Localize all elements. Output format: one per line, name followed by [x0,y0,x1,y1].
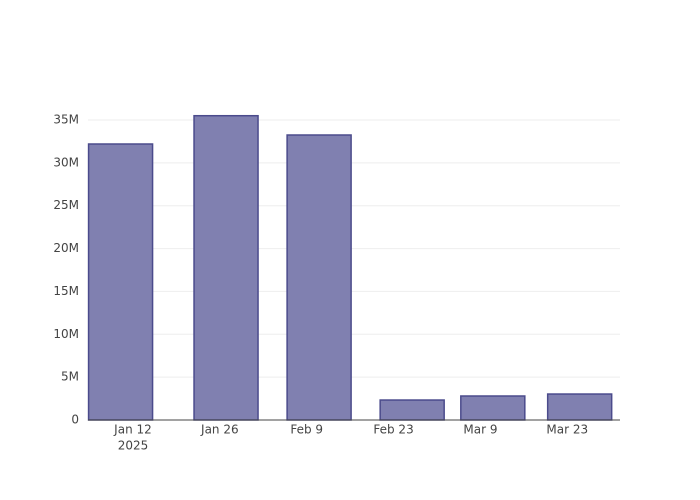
bar [460,395,526,421]
x-tick-label: Jan 12 [113,423,152,437]
bar [546,393,613,421]
y-tick-label: 30M [53,155,79,169]
y-tick-label: 15M [53,284,79,298]
bar [87,143,154,421]
y-tick-label: 5M [61,370,79,384]
x-tick-label: Feb 23 [373,423,413,437]
x-tick-label: Mar 23 [546,423,588,437]
bar [286,134,352,421]
y-tick-label: 25M [53,198,79,212]
y-tick-label: 20M [53,241,79,255]
x-year-label: 2025 [118,439,149,453]
bar [379,399,445,421]
x-tick-label: Mar 9 [463,423,497,437]
x-tick-label: Feb 9 [290,423,323,437]
x-tick-label: Jan 26 [200,423,239,437]
y-tick-label: 35M [53,113,79,127]
bar [193,114,259,421]
y-tick-label: 0 [71,413,79,427]
y-tick-label: 10M [53,327,79,341]
